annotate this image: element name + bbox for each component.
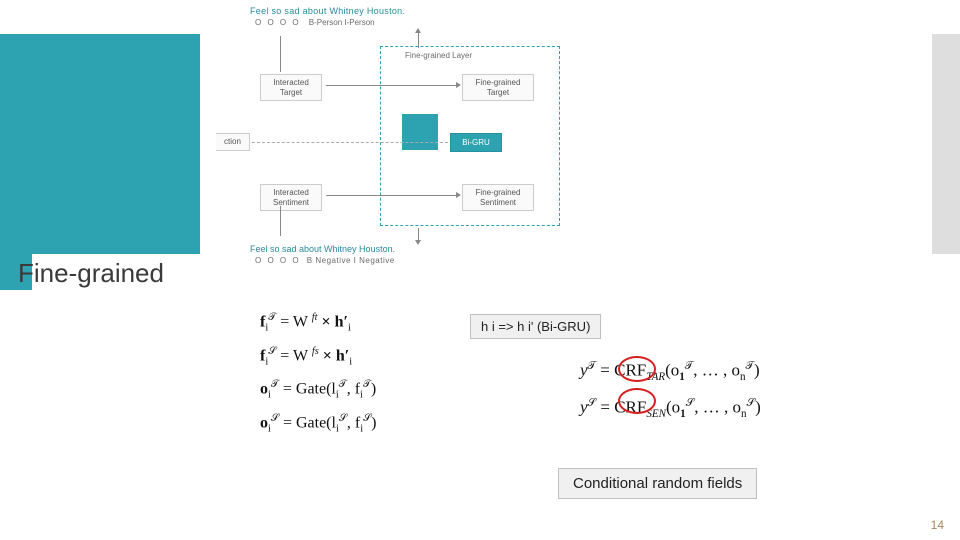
- bottom-tags: O O O O B Negative I Negative: [255, 256, 395, 265]
- eq-y-t: y𝒯 = CRFTAR(o1𝒯, … , on𝒯): [580, 360, 761, 383]
- bigru-node: Bi-GRU: [450, 133, 502, 152]
- slide-title: Fine-grained: [18, 258, 164, 289]
- left-teal-panel: [0, 34, 200, 254]
- arrow-up-head: [415, 28, 421, 33]
- bottom-sentence: Feel so sad about Whitney Houston.: [250, 244, 395, 254]
- arrow-down-head: [415, 240, 421, 245]
- fine-grained-sentiment-node: Fine-grainedSentiment: [462, 184, 534, 211]
- architecture-diagram: Feel so sad about Whitney Houston. O O O…: [240, 6, 680, 286]
- vert-left-top: [280, 36, 281, 72]
- fine-grained-target-node: Fine-grainedTarget: [462, 74, 534, 101]
- callout-crf: Conditional random fields: [558, 468, 757, 499]
- eq-crf-block: y𝒯 = CRFTAR(o1𝒯, … , on𝒯) y𝒮 = CRFSEN(o1…: [580, 360, 761, 434]
- action-fragment-node: ction: [216, 133, 250, 151]
- bottom-tags-o: O O O O: [255, 256, 301, 265]
- top-tags-bio: B-Person I-Person: [309, 18, 375, 27]
- arrow-it-ft-head: [456, 82, 461, 88]
- arrow-it-ft-line: [326, 85, 458, 86]
- red-circle-crf-sen: [618, 388, 656, 414]
- interacted-sentiment-node: InteractedSentiment: [260, 184, 322, 211]
- page-number: 14: [931, 518, 944, 532]
- right-grey-strip: [932, 34, 960, 254]
- bottom-tags-sent: B Negative I Negative: [307, 256, 395, 265]
- dashed-connector-action-bigru: [252, 142, 448, 143]
- teal-square: [402, 114, 438, 150]
- arrow-is-fs-line: [326, 195, 458, 196]
- vert-left-bottom: [280, 206, 281, 236]
- top-sentence: Feel so sad about Whitney Houston.: [250, 6, 405, 16]
- eq-y-s: y𝒮 = CRFSEN(o1𝒮, … , on𝒮): [580, 397, 761, 420]
- arrow-is-fs-head: [456, 192, 461, 198]
- top-tags-o: O O O O: [255, 18, 301, 27]
- interacted-target-node: InteractedTarget: [260, 74, 322, 101]
- top-tags: O O O O B-Person I-Person: [255, 18, 375, 27]
- callout-bigru: h i => h i' (Bi-GRU): [470, 314, 601, 339]
- red-circle-crf-tar: [618, 356, 656, 382]
